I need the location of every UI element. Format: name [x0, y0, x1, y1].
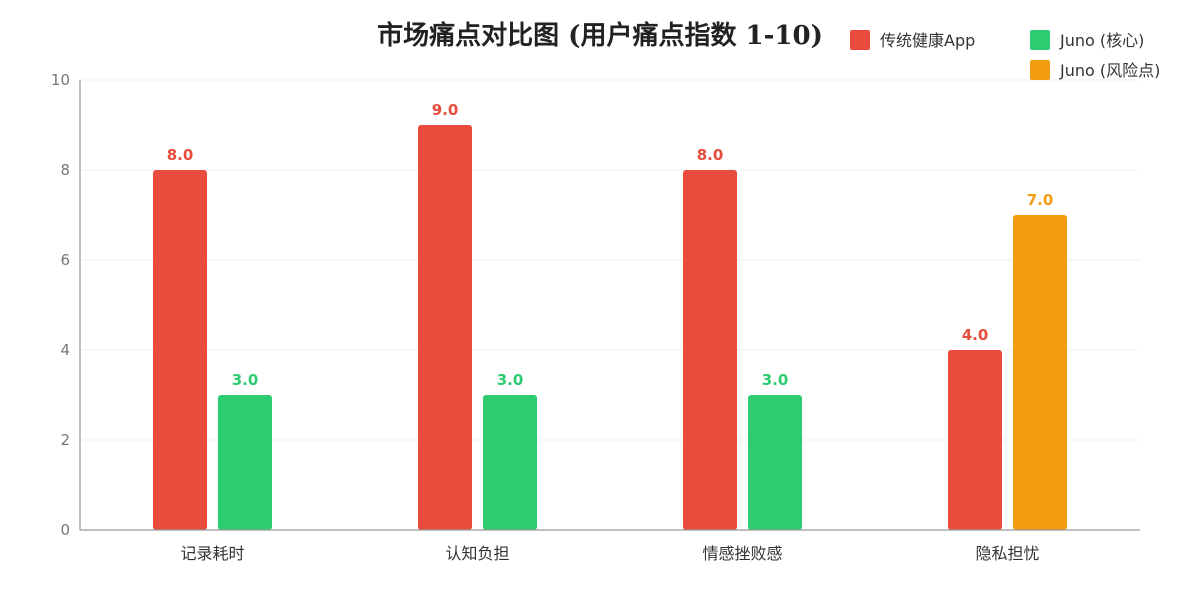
y-tick-label: 8	[60, 161, 70, 179]
bars: 8.0 3.0 9.0 3.0 8.0 3.0 4.0 7.0	[153, 101, 1067, 530]
bar-value-label: 3.0	[232, 371, 259, 389]
bar-value-label: 4.0	[962, 326, 989, 344]
legend-label: 传统健康App	[880, 31, 975, 50]
bar-value-label: 8.0	[167, 146, 194, 164]
bar-value-label: 3.0	[762, 371, 789, 389]
bar	[483, 395, 537, 530]
bar-value-label: 3.0	[497, 371, 524, 389]
bar	[948, 350, 1002, 530]
axes: 0 2 4 6 8 10 记录耗时 认知负担 情感挫败感 隐私担忧	[51, 71, 1140, 563]
y-tick-label: 2	[60, 431, 70, 449]
legend: 传统健康App Juno (核心) Juno (风险点)	[850, 30, 1160, 80]
legend-swatch	[1030, 30, 1050, 50]
bar-value-label: 7.0	[1027, 191, 1054, 209]
bar-value-label: 9.0	[432, 101, 459, 119]
x-tick-label: 隐私担忧	[975, 544, 1039, 563]
y-tick-label: 6	[60, 251, 70, 269]
y-tick-label: 4	[60, 341, 70, 359]
bar	[683, 170, 737, 530]
bar	[748, 395, 802, 530]
y-tick-label: 10	[51, 71, 70, 89]
chart-title: 市场痛点对比图 (用户痛点指数 1-10)	[377, 20, 823, 51]
bar	[1013, 215, 1067, 530]
bar	[153, 170, 207, 530]
legend-swatch	[1030, 60, 1050, 80]
legend-label: Juno (风险点)	[1059, 61, 1160, 80]
x-tick-label: 记录耗时	[180, 544, 244, 563]
y-tick-label: 0	[60, 521, 70, 539]
legend-label: Juno (核心)	[1059, 31, 1144, 50]
bar-value-label: 8.0	[697, 146, 724, 164]
bar	[418, 125, 472, 530]
x-tick-label: 情感挫败感	[702, 544, 782, 563]
bar	[218, 395, 272, 530]
x-tick-label: 认知负担	[445, 544, 509, 563]
legend-swatch	[850, 30, 870, 50]
